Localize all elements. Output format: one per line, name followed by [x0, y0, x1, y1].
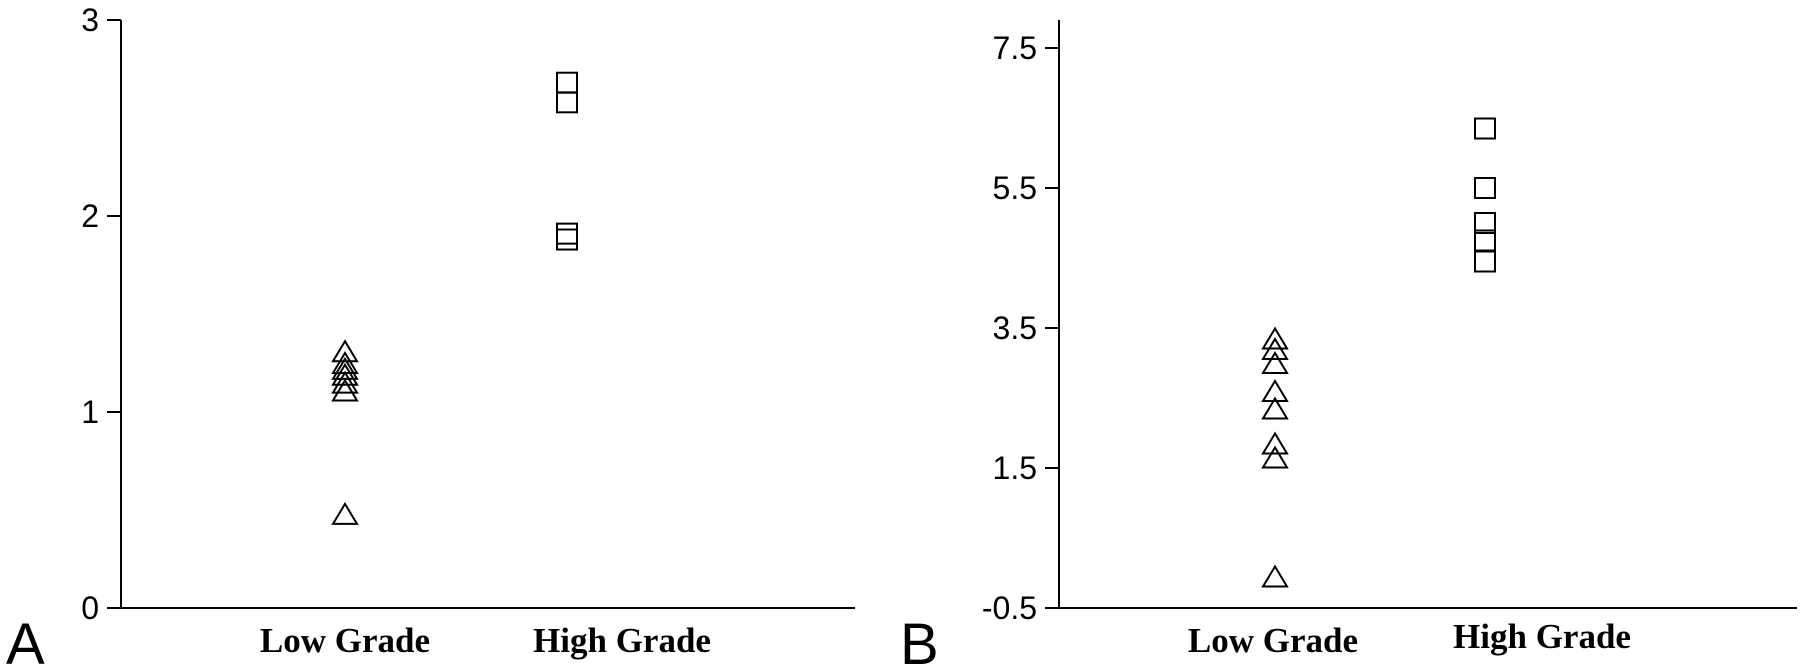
panel-a-y-ticks: 0 1 2 3	[81, 2, 121, 626]
panel-a-points	[331, 71, 578, 525]
panel-b-y-tick-label: 1.5	[993, 450, 1037, 486]
panel-b-point-triangle	[1261, 564, 1289, 588]
panel-b-point-square	[1474, 117, 1496, 140]
panel-b-category-low-grade: Low Grade	[1188, 621, 1358, 660]
panel-a-label: A	[6, 612, 45, 666]
panel-a-point-triangle	[331, 501, 359, 525]
panel-a-y-tick-label: 0	[81, 590, 99, 626]
panel-a-point-triangle	[331, 370, 359, 394]
panel-b-y-tick-label: -0.5	[982, 590, 1037, 626]
panel-a-point-square	[556, 71, 578, 94]
panel-b-point-square	[1474, 250, 1496, 273]
panel-b-label: B	[900, 612, 939, 666]
panel-b-y-tick-label: 7.5	[993, 30, 1037, 66]
panel-a-point-triangle	[331, 362, 359, 386]
panel-b-y-ticks: -0.5 1.5 3.5 5.5 7.5	[982, 30, 1059, 626]
panel-a-point-triangle	[331, 339, 359, 363]
panel-b-point-triangle	[1261, 337, 1289, 360]
panel-b-point-square	[1474, 177, 1496, 199]
panel-a-point-square	[556, 222, 578, 245]
panel-a-y-tick-label: 1	[81, 394, 99, 430]
panel-a-category-low-grade: Low Grade	[260, 621, 430, 660]
panel-a-category-high-grade: High Grade	[533, 621, 711, 660]
panel-a-point-square	[556, 91, 578, 114]
panel-a-point-square	[556, 228, 578, 251]
panel-a-y-tick-label: 3	[81, 2, 99, 38]
panel-b-point-triangle	[1261, 431, 1289, 455]
panel-b-points	[1261, 117, 1496, 588]
panel-a-point-triangle	[331, 378, 359, 402]
panel-b: B -0.5 1.5 3.5 5.5 7.5 Low Grade High Grade	[900, 20, 1797, 666]
panel-b-point-triangle	[1261, 379, 1289, 402]
panel-b-point-triangle	[1261, 396, 1289, 420]
panel-b-point-triangle	[1261, 326, 1289, 350]
panel-b-point-triangle	[1261, 445, 1289, 469]
panel-b-y-tick-label: 3.5	[993, 310, 1037, 346]
panel-a: A 0 1 2 3 Low Grade High Grade	[6, 2, 855, 666]
panel-a-y-tick-label: 2	[81, 198, 99, 234]
panel-b-category-high-grade: High Grade	[1453, 617, 1631, 656]
panel-b-point-triangle	[1261, 351, 1289, 374]
panel-b-y-tick-label: 5.5	[993, 170, 1037, 206]
panel-b-point-square	[1474, 212, 1496, 234]
